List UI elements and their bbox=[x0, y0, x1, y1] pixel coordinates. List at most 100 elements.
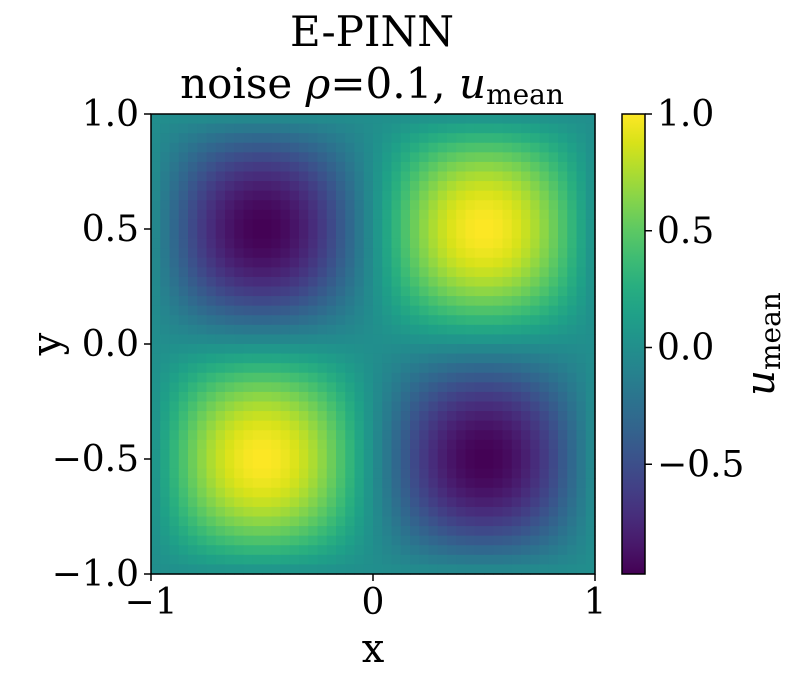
heatmap-cell bbox=[567, 324, 578, 336]
heatmap-cell bbox=[169, 209, 180, 221]
heatmap-cell bbox=[188, 353, 198, 364]
heatmap-cell bbox=[280, 545, 291, 556]
heatmap-cell bbox=[585, 487, 596, 498]
heatmap-cell bbox=[456, 382, 467, 393]
heatmap-cell bbox=[419, 133, 430, 144]
heatmap-cell bbox=[299, 229, 309, 240]
heatmap-cell bbox=[363, 209, 374, 221]
heatmap-cell bbox=[511, 535, 522, 546]
heatmap-cell bbox=[493, 554, 504, 566]
heatmap-cell bbox=[289, 267, 300, 278]
heatmap-cell bbox=[225, 190, 235, 201]
heatmap-cell bbox=[271, 363, 282, 374]
heatmap-cell bbox=[456, 478, 467, 489]
heatmap-cell bbox=[308, 238, 319, 249]
heatmap-cell bbox=[373, 248, 383, 259]
heatmap-cell bbox=[326, 526, 337, 537]
heatmap-cell bbox=[188, 420, 198, 431]
heatmap-cell bbox=[511, 478, 522, 489]
heatmap-cell bbox=[548, 459, 559, 470]
heatmap-cell bbox=[428, 190, 439, 201]
heatmap-cell bbox=[400, 315, 411, 326]
heatmap-cell bbox=[354, 545, 365, 556]
heatmap-cell bbox=[188, 334, 198, 345]
heatmap-cell bbox=[585, 305, 596, 316]
heatmap-cell bbox=[382, 430, 393, 441]
heatmap-cell bbox=[539, 315, 550, 326]
heatmap-cell bbox=[502, 114, 513, 125]
heatmap-cell bbox=[465, 296, 476, 307]
heatmap-cell bbox=[345, 238, 356, 249]
heatmap-cell bbox=[400, 238, 411, 249]
heatmap-cell bbox=[493, 487, 504, 498]
heatmap-cell bbox=[539, 401, 550, 412]
heatmap-cell bbox=[234, 411, 245, 422]
heatmap-cell bbox=[188, 535, 198, 546]
heatmap-cell bbox=[354, 248, 365, 259]
heatmap-cell bbox=[548, 257, 559, 268]
heatmap-cell bbox=[382, 142, 393, 153]
heatmap-cell bbox=[567, 497, 578, 508]
heatmap-cell bbox=[206, 142, 217, 153]
heatmap-cell bbox=[567, 296, 578, 307]
heatmap-cell bbox=[567, 171, 578, 182]
heatmap-cell bbox=[437, 353, 448, 364]
heatmap-cell bbox=[456, 411, 467, 422]
heatmap-cell bbox=[160, 171, 171, 182]
heatmap-cell bbox=[206, 209, 217, 221]
heatmap-cell bbox=[271, 171, 282, 182]
heatmap-cell bbox=[197, 152, 208, 163]
heatmap-cell bbox=[419, 209, 430, 221]
heatmap-cell bbox=[465, 430, 476, 441]
heatmap-cell bbox=[234, 296, 245, 307]
heatmap-cell bbox=[234, 439, 245, 451]
heatmap-cell bbox=[521, 401, 531, 412]
heatmap-cell bbox=[447, 219, 457, 230]
heatmap-cell bbox=[271, 459, 282, 470]
heatmap-cell bbox=[363, 478, 374, 489]
heatmap-cell bbox=[169, 420, 180, 431]
heatmap-cell bbox=[585, 372, 596, 383]
heatmap-cell bbox=[345, 526, 356, 537]
heatmap-plot-area bbox=[151, 114, 596, 575]
heatmap-cell bbox=[558, 161, 568, 173]
heatmap-cell bbox=[151, 344, 161, 355]
heatmap-cell bbox=[484, 506, 494, 518]
heatmap-cell bbox=[299, 209, 309, 221]
heatmap-cell bbox=[511, 152, 522, 163]
heatmap-cell bbox=[206, 411, 217, 422]
heatmap-cell bbox=[299, 545, 309, 556]
heatmap-cell bbox=[474, 123, 485, 134]
heatmap-cell bbox=[400, 267, 411, 278]
heatmap-cell bbox=[197, 382, 208, 393]
heatmap-cell bbox=[567, 142, 578, 153]
heatmap-cell bbox=[289, 114, 300, 125]
heatmap-cell bbox=[308, 114, 319, 125]
heatmap-cell bbox=[548, 506, 559, 518]
heatmap-cell bbox=[354, 516, 365, 527]
heatmap-cell bbox=[437, 114, 448, 125]
heatmap-cell bbox=[326, 372, 337, 383]
heatmap-cell bbox=[502, 344, 513, 355]
heatmap-cell bbox=[151, 286, 161, 297]
heatmap-cell bbox=[169, 449, 180, 460]
heatmap-cell bbox=[391, 391, 402, 403]
heatmap-cell bbox=[243, 353, 254, 364]
heatmap-cell bbox=[419, 267, 430, 278]
heatmap-cell bbox=[511, 296, 522, 307]
heatmap-cell bbox=[511, 248, 522, 259]
heatmap-cell bbox=[382, 449, 393, 460]
heatmap-cell bbox=[280, 382, 291, 393]
heatmap-cell bbox=[419, 506, 430, 518]
heatmap-cell bbox=[178, 152, 189, 163]
heatmap-cell bbox=[252, 305, 263, 316]
heatmap-cell bbox=[484, 363, 494, 374]
heatmap-cell bbox=[419, 401, 430, 412]
heatmap-cell bbox=[178, 363, 189, 374]
heatmap-cell bbox=[326, 468, 337, 479]
heatmap-cell bbox=[437, 142, 448, 153]
heatmap-cell bbox=[391, 123, 402, 134]
heatmap-cell bbox=[576, 200, 587, 211]
heatmap-cell bbox=[502, 401, 513, 412]
heatmap-cell bbox=[308, 564, 319, 575]
